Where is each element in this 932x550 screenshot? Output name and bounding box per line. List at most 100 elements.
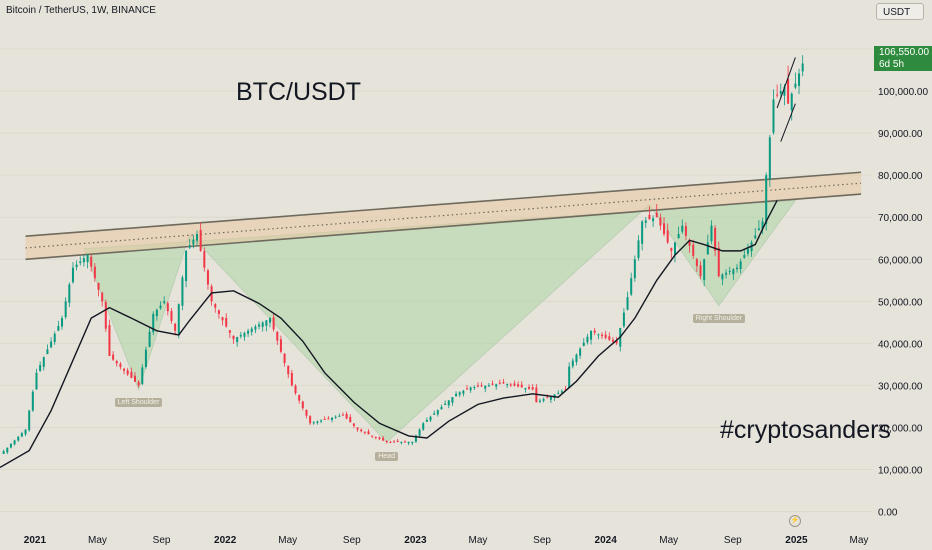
candle-body (670, 247, 673, 251)
candle-body (334, 416, 337, 418)
x-tick-label: May (850, 535, 869, 546)
x-tick-label: Sep (724, 535, 742, 546)
bar-countdown: 6d 5h (879, 59, 905, 70)
candle-body (46, 349, 49, 355)
last-price-value: 106,550.00 (879, 47, 930, 58)
candle-body (320, 420, 323, 422)
candle-body (622, 312, 625, 327)
candle-body (564, 389, 567, 391)
x-tick-label: 2022 (214, 535, 237, 546)
candle-body (568, 366, 571, 388)
candle-body (239, 334, 242, 337)
candle-body (42, 357, 45, 367)
candle-body (688, 239, 691, 246)
candle-body (221, 317, 224, 321)
candle-body (663, 223, 666, 235)
y-tick-label: 0.00 (878, 508, 898, 519)
candle-body (659, 217, 662, 226)
candle-body (382, 437, 385, 441)
x-tick-label: May (88, 535, 107, 546)
candle-body (794, 83, 797, 88)
candle-body (400, 441, 403, 443)
resistance-top-line (25, 171, 862, 237)
candle-body (97, 282, 100, 290)
candle-body (517, 384, 520, 387)
candle-body (393, 441, 396, 443)
y-tick-label: 100,000.00 (878, 87, 928, 98)
candle-body (301, 401, 304, 409)
y-tick-label: 10,000.00 (878, 466, 923, 477)
candle-body (411, 441, 414, 444)
candle-body (155, 309, 158, 317)
candle-body (170, 311, 173, 321)
candle-body (757, 228, 760, 231)
candle-body (695, 259, 698, 267)
candle-body (279, 339, 282, 352)
resistance-channel (25, 171, 862, 261)
candle-body (557, 392, 560, 394)
candle-body (352, 423, 355, 426)
candle-body (725, 272, 728, 275)
candle-body (79, 261, 82, 263)
candle-body (108, 325, 111, 356)
candle-body (367, 431, 370, 435)
candle-body (82, 258, 85, 263)
candle-body (765, 175, 768, 225)
symbol-title: Bitcoin / TetherUS, 1W, BINANCE (6, 5, 156, 16)
candle-body (611, 339, 614, 342)
candle-body (531, 387, 534, 390)
candle-body (123, 368, 126, 371)
y-axis: 0.00 10,000.00 20,000.00 30,000.00 40,000.00… (878, 45, 928, 519)
candle-body (356, 427, 359, 430)
candle-body (232, 335, 235, 340)
candle-body (542, 399, 545, 401)
candle-body (28, 410, 31, 431)
candle-body (684, 226, 687, 236)
candle-body (272, 317, 275, 330)
candle-body (177, 304, 180, 334)
candle-body (495, 384, 498, 387)
candle-body (185, 250, 188, 282)
candle-body (166, 303, 169, 312)
candle-body (414, 435, 417, 442)
candle-body (604, 334, 607, 338)
candle-body (119, 363, 122, 368)
currency-selector[interactable]: USDT (876, 3, 924, 20)
candle-body (743, 255, 746, 258)
candle-body (349, 416, 352, 423)
candle-body (644, 220, 647, 223)
candle-body (732, 269, 735, 275)
candle-body (115, 360, 118, 364)
candle-body (148, 331, 151, 347)
candle-body (480, 385, 483, 387)
recent-channel-line (780, 103, 796, 142)
candle-body (152, 313, 155, 333)
candle-body (137, 381, 140, 386)
candle-body (338, 415, 341, 417)
candle-body (597, 334, 600, 336)
y-tick-label: 40,000.00 (878, 339, 923, 350)
candle-body (655, 212, 658, 218)
candle-body (476, 385, 479, 387)
candle-body (265, 320, 268, 326)
candle-body (608, 336, 611, 340)
candle-body (586, 336, 589, 343)
candle-body (35, 372, 38, 390)
candle-body (798, 73, 801, 86)
candle-body (378, 437, 381, 440)
candle-body (126, 370, 129, 375)
candle-body (422, 423, 425, 430)
x-tick-label: Sep (343, 535, 361, 546)
recent-channel-line (776, 57, 796, 109)
candle-body (130, 371, 133, 379)
moving-average (0, 200, 778, 469)
candle-body (327, 418, 330, 420)
candle-body (331, 417, 334, 420)
candle-body (407, 441, 410, 444)
x-tick-label: 2023 (404, 535, 427, 546)
candle-body (9, 444, 12, 448)
candle-body (637, 240, 640, 258)
candle-body (746, 248, 749, 254)
candle-body (341, 414, 344, 416)
